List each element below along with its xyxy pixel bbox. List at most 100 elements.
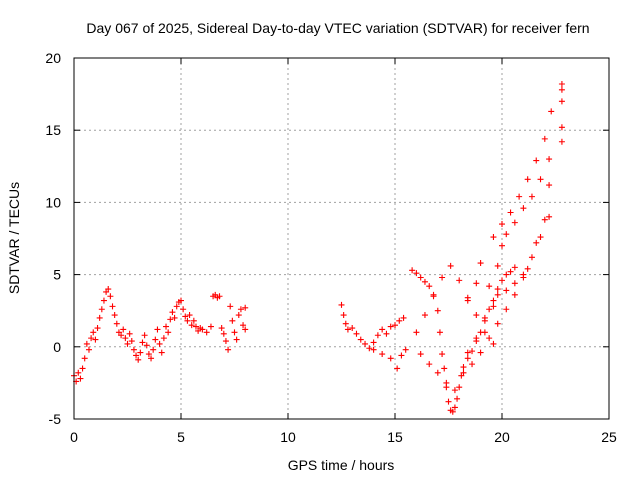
data-point-plus-marker (486, 306, 493, 313)
data-point-plus-marker (383, 330, 390, 337)
data-point-plus-marker (421, 278, 428, 285)
data-point-plus-marker (370, 346, 377, 353)
data-point-plus-marker (494, 320, 501, 327)
data-point-plus-marker (113, 320, 120, 327)
data-point-plus-marker (220, 330, 227, 337)
data-point-plus-marker (499, 277, 505, 284)
data-point-plus-marker (460, 364, 467, 371)
data-point-plus-marker (387, 355, 394, 362)
data-point-plus-marker (139, 339, 146, 346)
data-point-plus-marker (413, 270, 420, 277)
data-point-plus-marker (533, 239, 540, 246)
data-point-plus-marker (473, 335, 480, 342)
data-point-plus-marker (379, 326, 386, 333)
data-point-plus-marker (178, 297, 184, 304)
data-point-plus-marker (124, 340, 131, 347)
y-tick-label: 5 (53, 267, 61, 283)
data-point-plus-marker (537, 176, 544, 183)
data-point-plus-marker (190, 317, 197, 324)
data-points (71, 80, 565, 415)
data-point-plus-marker (546, 156, 553, 163)
data-point-plus-marker (242, 304, 249, 311)
data-point-plus-marker (546, 182, 553, 189)
data-point-plus-marker (528, 193, 535, 200)
data-point-plus-marker (486, 335, 493, 342)
data-point-plus-marker (558, 80, 565, 87)
data-point-plus-marker (227, 303, 234, 310)
data-point-plus-marker (156, 340, 163, 347)
data-point-plus-marker (516, 193, 523, 200)
x-tick-label: 5 (177, 429, 185, 445)
x-tick-label: 25 (601, 429, 617, 445)
y-tick-label: 0 (53, 339, 61, 355)
data-point-plus-marker (77, 375, 84, 382)
data-point-plus-marker (122, 335, 129, 342)
data-point-plus-marker (436, 329, 443, 336)
data-point-plus-marker (439, 274, 446, 281)
data-point-plus-marker (353, 330, 360, 337)
data-point-plus-marker (167, 316, 174, 323)
data-point-plus-marker (451, 404, 458, 411)
data-point-plus-marker (229, 317, 236, 324)
data-point-plus-marker (426, 361, 433, 368)
data-point-plus-marker (96, 314, 103, 321)
data-point-plus-marker (454, 395, 461, 402)
y-tick-label: 15 (45, 122, 61, 138)
data-point-plus-marker (499, 221, 505, 228)
data-point-plus-marker (490, 234, 497, 241)
data-point-plus-marker (507, 268, 514, 275)
data-point-plus-marker (133, 352, 140, 359)
chart-title: Day 067 of 2025, Sidereal Day-to-day VTE… (86, 20, 589, 36)
data-point-plus-marker (533, 157, 540, 164)
data-point-plus-marker (184, 317, 191, 324)
data-point-plus-marker (387, 323, 394, 330)
data-point-plus-marker (370, 339, 377, 346)
data-point-plus-marker (494, 286, 501, 293)
data-point-plus-marker (83, 340, 90, 347)
data-point-plus-marker (135, 356, 142, 363)
data-point-plus-marker (511, 264, 518, 271)
data-point-plus-marker (511, 280, 518, 287)
data-point-plus-marker (469, 361, 476, 368)
data-point-plus-marker (443, 379, 450, 386)
data-point-plus-marker (148, 355, 155, 362)
data-point-plus-marker (165, 329, 172, 336)
data-point-plus-marker (541, 216, 548, 223)
data-point-plus-marker (528, 254, 535, 261)
y-tick-label: -5 (49, 411, 62, 427)
data-point-plus-marker (400, 314, 407, 321)
data-point-plus-marker (524, 265, 531, 272)
data-point-plus-marker (374, 332, 381, 339)
data-point-plus-marker (537, 234, 544, 241)
data-point-plus-marker (231, 329, 238, 336)
data-point-plus-marker (464, 355, 471, 362)
data-point-plus-marker (503, 306, 510, 313)
data-point-plus-marker (120, 326, 127, 333)
data-point-plus-marker (460, 369, 467, 376)
data-point-plus-marker (464, 297, 471, 304)
data-point-plus-marker (137, 349, 144, 356)
data-point-plus-marker (434, 369, 441, 376)
data-point-plus-marker (417, 274, 424, 281)
data-point-plus-marker (216, 293, 223, 300)
y-tick-label: 10 (45, 194, 61, 210)
data-point-plus-marker (413, 329, 420, 336)
data-point-plus-marker (511, 291, 518, 298)
data-point-plus-marker (486, 283, 493, 290)
data-point-plus-marker (541, 135, 548, 142)
data-point-plus-marker (426, 283, 433, 290)
data-point-plus-marker (469, 348, 476, 355)
data-point-plus-marker (105, 286, 112, 293)
data-point-plus-marker (160, 335, 167, 342)
data-point-plus-marker (524, 176, 531, 183)
data-point-plus-marker (366, 345, 373, 352)
data-point-plus-marker (171, 314, 178, 321)
data-point-plus-marker (222, 338, 229, 345)
data-point-plus-marker (98, 306, 105, 313)
data-point-plus-marker (449, 408, 456, 415)
data-point-plus-marker (464, 349, 471, 356)
data-point-plus-marker (392, 322, 398, 329)
data-point-plus-marker (188, 322, 195, 329)
data-point-plus-marker (494, 262, 501, 269)
data-point-plus-marker (163, 323, 170, 330)
